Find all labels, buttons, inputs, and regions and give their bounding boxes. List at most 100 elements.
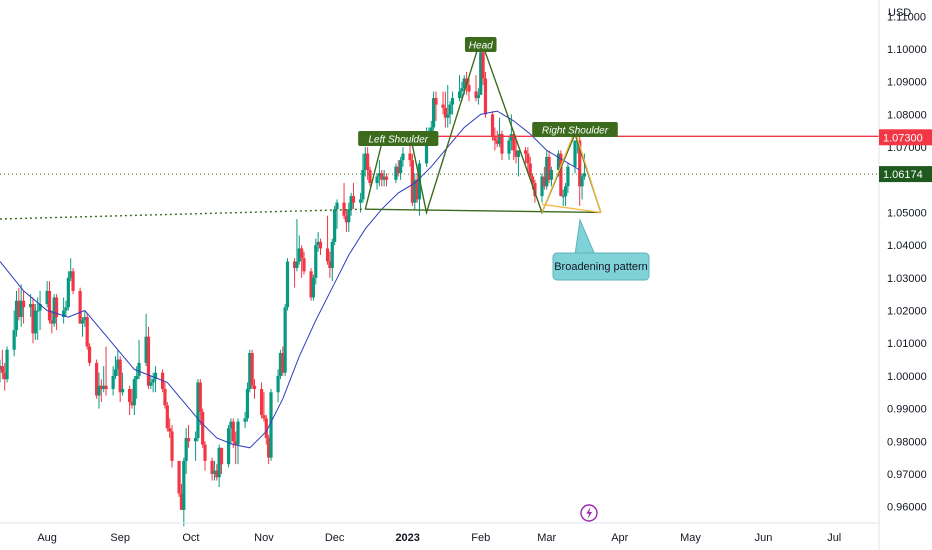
resistance-price-badge-bg [879, 129, 932, 146]
left-shoulder-label-bg [358, 131, 439, 146]
candle-body [17, 300, 21, 318]
candle-body [432, 98, 436, 128]
candle-body [566, 166, 570, 187]
candle-body [19, 300, 23, 318]
broadening-callout: Broadening pattern [552, 218, 650, 281]
candle-body [229, 421, 233, 429]
y-tick-label: 1.05000 [887, 207, 927, 219]
candle-body [118, 359, 122, 393]
candle-body [193, 438, 198, 442]
candle-body [69, 271, 73, 278]
candle-body [231, 421, 235, 442]
candle-body [87, 346, 92, 363]
lightning-icon[interactable] [580, 504, 598, 522]
y-tick-label: 1.10000 [887, 44, 927, 56]
candle-body [184, 438, 188, 461]
y-tick-label: 1.02000 [887, 306, 927, 318]
plot-area[interactable] [0, 39, 587, 527]
x-tick-label: Aug [37, 532, 57, 544]
candle-body [366, 153, 370, 170]
candle-body [410, 160, 414, 203]
candle-body [201, 411, 205, 445]
head-label-bg [464, 37, 497, 52]
price-axis[interactable]: USD 1.110001.100001.090001.080001.070001… [878, 0, 932, 550]
x-tick-label: Jun [755, 532, 773, 544]
candle-body [549, 169, 554, 180]
candle-body [495, 140, 499, 144]
neckline-extension [0, 208, 366, 220]
candle-body [3, 372, 7, 380]
head-label-text: Head [469, 41, 493, 52]
candle-body [325, 248, 330, 262]
candle-body [582, 173, 587, 177]
candle-body [358, 199, 363, 203]
candle-body [5, 349, 9, 380]
time-axis[interactable]: Aug Sep Oct Nov Dec 2023 Feb Mar Apr May Jun Jul [0, 522, 879, 544]
candle-body [500, 134, 504, 154]
candle-body [113, 369, 118, 376]
candle-body [135, 375, 139, 380]
broadening-pattern-lower [541, 203, 602, 214]
x-tick-label: Dec [325, 532, 345, 544]
callout-text: Broadening pattern [554, 261, 648, 273]
candle-body [281, 353, 285, 373]
currency-label: USD [888, 7, 911, 19]
candle-body [497, 134, 502, 144]
candle-body [368, 169, 372, 184]
x-tick-label: Nov [254, 532, 274, 544]
candle-body [514, 150, 518, 157]
candle-body [493, 137, 497, 141]
y-tick-label: 0.99000 [887, 404, 927, 416]
candle-body [276, 375, 280, 393]
candle-body [62, 310, 66, 318]
candle-body [542, 176, 546, 187]
candle-body [573, 140, 577, 167]
callout-pointer [574, 218, 596, 256]
candle-body [349, 196, 353, 210]
candle-body [415, 179, 419, 200]
candle-body [278, 353, 283, 376]
candle-body [226, 428, 231, 465]
candle-body [245, 388, 250, 419]
candle-body [177, 460, 181, 494]
y-tick-label: 1.11000 [887, 11, 926, 23]
candle-body [78, 290, 82, 324]
candle-body [424, 137, 429, 164]
candle-body [361, 169, 365, 200]
candle-body [234, 441, 238, 445]
candle-body [429, 127, 433, 135]
candle-body [300, 248, 304, 259]
candle-body [446, 114, 450, 118]
candle-body [146, 336, 151, 386]
candle-body [467, 84, 471, 92]
current-price-badge-bg [879, 166, 932, 183]
candle-body [85, 317, 89, 347]
candle-body [165, 405, 169, 429]
callout-box [552, 252, 650, 281]
candle-body [547, 156, 551, 180]
candle-body [333, 209, 337, 242]
candle-body [132, 379, 136, 406]
candle-body [507, 140, 511, 154]
candle-body [243, 418, 247, 422]
candle-body [351, 196, 356, 203]
resistance-price-badge-text: 1.07300 [883, 132, 923, 144]
candle-body [540, 176, 544, 197]
candle-body [267, 438, 271, 458]
candle-body [330, 241, 334, 269]
y-tick-label: 0.98000 [887, 436, 927, 448]
right-shoulder-label-bg [532, 122, 618, 137]
candle-body [137, 362, 141, 376]
candle-body [559, 153, 563, 197]
candle-body [215, 470, 219, 478]
pattern-overlays: Left Shoulder Head Right Shoulder Broadenin… [0, 36, 879, 281]
candle-body [45, 290, 49, 304]
current-price-badge: 1.06174 [879, 166, 932, 183]
candle-body [380, 173, 384, 180]
candle-body [413, 179, 417, 203]
candle-body [465, 78, 469, 85]
candle-body [523, 150, 528, 154]
candle-body [441, 104, 445, 108]
candle-body [509, 134, 513, 141]
